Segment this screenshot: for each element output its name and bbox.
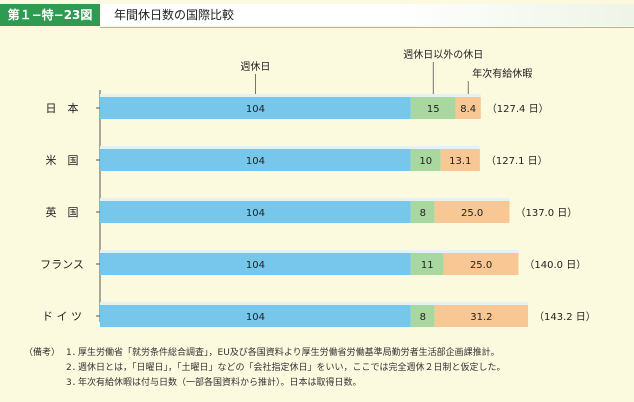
bar-3-series-1 — [100, 201, 411, 223]
value-label-4-3: 25.0 — [470, 260, 492, 271]
value-label-5-3: 31.2 — [470, 312, 492, 323]
note-num-1: 1． — [66, 348, 81, 358]
legend-label-weekly: 週休日 — [240, 61, 270, 73]
total-label-5: （143.2 日） — [534, 311, 596, 323]
bar-4-series-1 — [100, 253, 411, 275]
legend-label-other: 週休日以外の休日 — [403, 49, 483, 61]
note-num-2: 2． — [66, 363, 81, 373]
value-label-2-2: 10 — [419, 156, 432, 167]
value-label-1-3: 8.4 — [460, 104, 476, 115]
value-label-4-2: 11 — [421, 260, 434, 271]
bar-2-series-2 — [410, 149, 441, 171]
bar-1-series-3 — [455, 97, 481, 119]
bar-1-series-2 — [410, 97, 456, 119]
category-label-3: 英 国 — [46, 205, 79, 219]
value-label-2-1: 104 — [246, 156, 265, 167]
figure-header: 第１−特−23図 年間休日数の国際比較 — [0, 0, 634, 32]
note-row-2: 2．週休日とは，「日曜日」，「土曜日」などの「会社指定休日」をいい，ここでは完全… — [24, 361, 624, 376]
total-label-2: （127.1 日） — [486, 155, 548, 167]
total-label-1: （127.4 日） — [487, 103, 549, 115]
bar-4-series-2 — [410, 253, 444, 275]
stacked-bar-chart: 104 15 8.4 日 本 （127.4 日） 104 10 13.1 米 国 （127.1 日… — [40, 49, 596, 327]
figure-label: 第１−特−23図 — [0, 4, 100, 26]
bar-5-series-1 — [100, 305, 411, 327]
legend-label-paid: 年次有給休暇 — [472, 67, 532, 80]
value-label-4-1: 104 — [246, 260, 265, 271]
value-label-5-1: 104 — [246, 312, 265, 323]
note-num-3: 3． — [66, 378, 81, 388]
bar-shadow-5 — [100, 302, 528, 305]
bar-2-series-3 — [440, 149, 480, 171]
value-label-1-2: 15 — [427, 104, 440, 115]
value-label-2-3: 13.1 — [449, 156, 471, 167]
category-label-5: ド イ ツ — [42, 310, 82, 323]
bar-shadow-2 — [100, 146, 480, 149]
note-text-1: 厚生労働省「就労条件総合調査」，EU及び各国資料より厚生労働省労働基準局勤労者生… — [78, 348, 500, 358]
bar-shadow-1 — [100, 94, 481, 97]
note-text-2: 週休日とは，「日曜日」，「土曜日」などの「会社指定休日」をいい，ここでは完全週休… — [78, 363, 506, 373]
bar-5-series-3 — [434, 305, 528, 327]
value-label-5-2: 8 — [420, 312, 426, 323]
bar-2-series-1 — [100, 149, 411, 171]
bar-1-series-1 — [100, 97, 411, 119]
bar-3-series-3 — [434, 201, 510, 223]
notes-block: （備考） 1．厚生労働省「就労条件総合調査」，EU及び各国資料より厚生労働省労働基… — [24, 346, 624, 391]
title-underline — [100, 27, 634, 28]
figure-title: 年間休日数の国際比較 — [100, 4, 634, 26]
value-label-3-1: 104 — [246, 208, 265, 219]
total-label-4: （140.0 日） — [524, 259, 586, 271]
category-label-4: フランス — [40, 258, 84, 271]
bar-3-series-2 — [410, 201, 435, 223]
total-label-3: （137.0 日） — [515, 207, 577, 219]
category-label-2: 米 国 — [46, 154, 79, 167]
note-row-3: 3．年次有給休暇は付与日数（一部各国資料から推計）。日本は取得日数。 — [24, 376, 624, 391]
note-text-3: 年次有給休暇は付与日数（一部各国資料から推計）。日本は取得日数。 — [78, 378, 362, 388]
bar-4-series-3 — [443, 253, 519, 275]
note-row-1: （備考） 1．厚生労働省「就労条件総合調査」，EU及び各国資料より厚生労働省労働基… — [24, 346, 624, 361]
bar-shadow-3 — [100, 198, 510, 201]
value-label-1-1: 104 — [246, 104, 265, 115]
category-label-1: 日 本 — [46, 101, 79, 115]
value-label-3-3: 25.0 — [461, 208, 483, 219]
bar-5-series-2 — [410, 305, 435, 327]
notes-head: （備考） — [24, 348, 61, 358]
bar-shadow-4 — [100, 250, 519, 253]
value-label-3-2: 8 — [420, 208, 426, 219]
